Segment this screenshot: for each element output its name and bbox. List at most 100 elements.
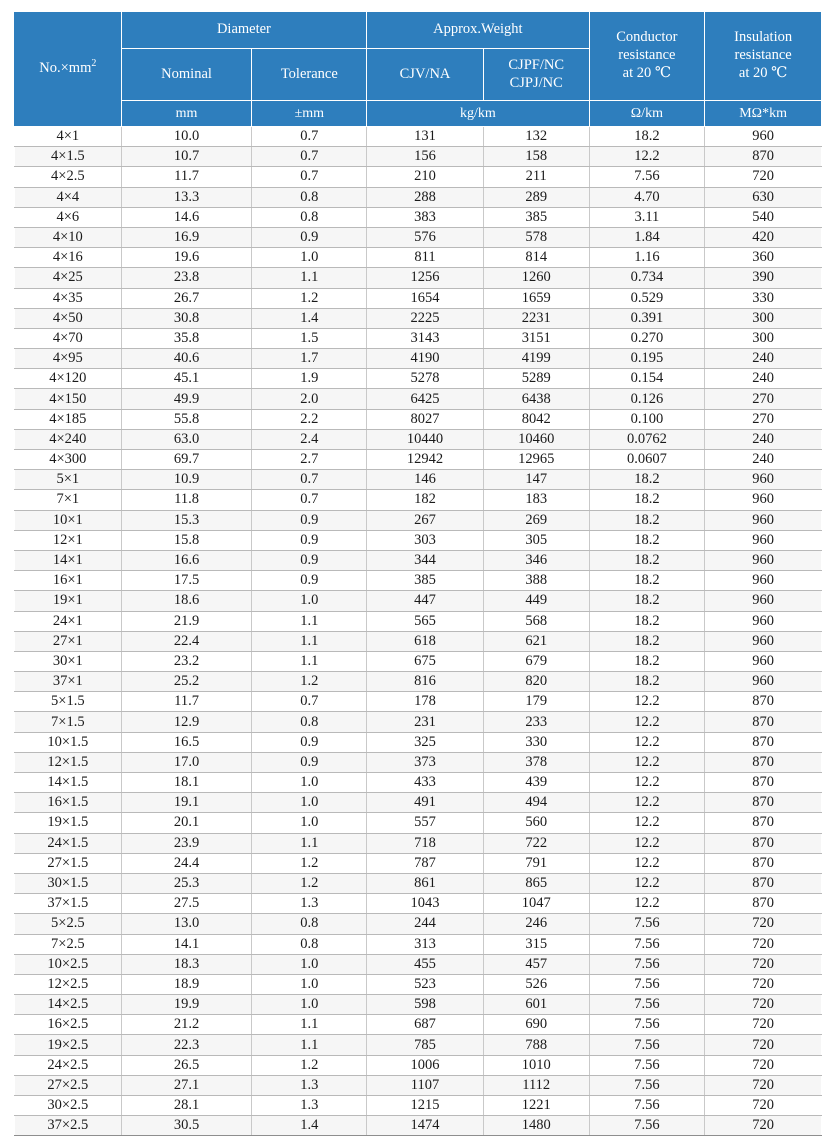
cell-insulation_resistance: 720 (704, 973, 822, 996)
cell-size: 4×120 (14, 368, 122, 390)
cell-conductor_resistance: 1.84 (588, 226, 706, 249)
table-row: 24×1 21.9 1.1 565 568 18.2 960 (14, 610, 822, 632)
cell-conductor_resistance: 0.0762 (588, 428, 706, 451)
cell-tolerance: 1.9 (251, 368, 368, 390)
cell-weight_cjpf: 12965 (482, 448, 590, 471)
cell-weight_cjpf: 183 (482, 489, 590, 511)
cell-tolerance: 0.8 (251, 206, 368, 228)
cell-weight_cjpf: 385 (482, 206, 590, 228)
cell-weight_cjvna: 178 (366, 691, 484, 713)
table-row: 5×1 10.9 0.7 146 147 18.2 960 (14, 469, 822, 491)
cell-conductor_resistance: 12.2 (588, 812, 706, 834)
cell-weight_cjpf: 1221 (482, 1094, 590, 1117)
cell-nominal: 18.9 (120, 973, 253, 996)
cell-tolerance: 1.2 (251, 287, 368, 309)
cell-weight_cjvna: 12942 (366, 448, 484, 471)
cell-size: 24×1 (14, 610, 122, 632)
cell-tolerance: 1.2 (251, 671, 368, 693)
cell-conductor_resistance: 18.2 (588, 549, 706, 572)
cell-nominal: 19.6 (120, 247, 253, 269)
cell-nominal: 35.8 (120, 327, 253, 350)
table-row: 10×1 15.3 0.9 267 269 18.2 960 (14, 509, 822, 531)
table-row: 24×1.5 23.9 1.1 718 722 12.2 870 (14, 832, 822, 854)
cell-insulation_resistance: 240 (704, 348, 822, 370)
cell-conductor_resistance: 18.2 (588, 630, 706, 652)
cell-weight_cjpf: 346 (482, 549, 590, 572)
cell-size: 4×95 (14, 348, 122, 370)
cell-conductor_resistance: 12.2 (588, 751, 706, 774)
cell-size: 5×1.5 (14, 691, 122, 713)
cell-size: 27×1 (14, 630, 122, 652)
table-row: 37×1.5 27.5 1.3 1043 1047 12.2 870 (14, 893, 822, 915)
cell-tolerance: 1.0 (251, 994, 368, 1016)
cell-insulation_resistance: 960 (704, 610, 822, 632)
table-row: 24×2.5 26.5 1.2 1006 1010 7.56 720 (14, 1054, 822, 1076)
cell-size: 4×1 (14, 125, 122, 148)
cell-nominal: 10.7 (120, 146, 253, 168)
cell-size: 4×6 (14, 206, 122, 228)
table-row: 12×1 15.8 0.9 303 305 18.2 960 (14, 529, 822, 551)
cell-tolerance: 1.0 (251, 812, 368, 834)
header-size-superscript: 2 (91, 58, 97, 70)
cell-conductor_resistance: 12.2 (588, 893, 706, 915)
cell-conductor_resistance: 18.2 (588, 529, 706, 551)
cell-nominal: 16.6 (120, 549, 253, 572)
cell-tolerance: 1.1 (251, 1014, 368, 1036)
header-unit-insulation: MΩ*km (704, 100, 822, 127)
cell-insulation_resistance: 240 (704, 428, 822, 451)
cell-weight_cjvna: 861 (366, 872, 484, 895)
header-cell-weight-group: Approx.Weight (366, 11, 590, 49)
cell-nominal: 18.1 (120, 771, 253, 794)
cell-size: 24×2.5 (14, 1054, 122, 1076)
table-row: 19×2.5 22.3 1.1 785 788 7.56 720 (14, 1034, 822, 1056)
cell-conductor_resistance: 18.2 (588, 469, 706, 491)
cell-nominal: 45.1 (120, 368, 253, 390)
cell-weight_cjpf: 1010 (482, 1054, 590, 1076)
table-row: 4×70 35.8 1.5 3143 3151 0.270 300 (14, 327, 822, 350)
cell-tolerance: 1.2 (251, 872, 368, 895)
cell-size: 14×1.5 (14, 771, 122, 794)
cell-insulation_resistance: 870 (704, 711, 822, 733)
cell-insulation_resistance: 720 (704, 953, 822, 975)
cell-weight_cjvna: 383 (366, 206, 484, 228)
cell-weight_cjpf: 722 (482, 832, 590, 854)
cell-weight_cjvna: 576 (366, 226, 484, 249)
cell-weight_cjvna: 811 (366, 247, 484, 269)
cell-weight_cjpf: 621 (482, 630, 590, 652)
cell-nominal: 17.5 (120, 570, 253, 592)
cell-weight_cjpf: 1112 (482, 1074, 590, 1097)
header-unit-nominal: mm (120, 100, 253, 127)
cell-tolerance: 1.3 (251, 1094, 368, 1117)
cell-weight_cjvna: 385 (366, 570, 484, 592)
cell-conductor_resistance: 7.56 (588, 953, 706, 975)
table-row: 4×1.5 10.7 0.7 156 158 12.2 870 (14, 146, 822, 168)
cell-conductor_resistance: 4.70 (588, 186, 706, 208)
cell-conductor_resistance: 18.2 (588, 671, 706, 693)
cell-nominal: 27.1 (120, 1074, 253, 1097)
cell-nominal: 21.9 (120, 610, 253, 632)
cell-insulation_resistance: 870 (704, 852, 822, 874)
cell-weight_cjvna: 1006 (366, 1054, 484, 1076)
cell-weight_cjpf: 5289 (482, 368, 590, 390)
insulation-line-3: at 20 ℃ (738, 64, 788, 81)
cell-insulation_resistance: 420 (704, 226, 822, 249)
cell-size: 4×25 (14, 267, 122, 289)
cell-size: 14×2.5 (14, 994, 122, 1016)
cell-tolerance: 1.0 (251, 792, 368, 814)
cell-tolerance: 0.7 (251, 166, 368, 188)
cell-tolerance: 0.8 (251, 933, 368, 955)
table-row: 4×10 16.9 0.9 576 578 1.84 420 (14, 226, 822, 249)
cell-size: 4×35 (14, 287, 122, 309)
header-cell-size: No.×mm2 (14, 11, 122, 127)
cell-nominal: 11.7 (120, 166, 253, 188)
cell-insulation_resistance: 870 (704, 146, 822, 168)
cell-weight_cjvna: 787 (366, 852, 484, 874)
cell-tolerance: 1.0 (251, 953, 368, 975)
cell-weight_cjvna: 303 (366, 529, 484, 551)
cell-insulation_resistance: 330 (704, 287, 822, 309)
cell-weight_cjpf: 494 (482, 792, 590, 814)
table-row: 12×1.5 17.0 0.9 373 378 12.2 870 (14, 751, 822, 774)
cell-conductor_resistance: 12.2 (588, 731, 706, 753)
conductor-line-2: resistance (618, 47, 676, 64)
cell-weight_cjpf: 568 (482, 610, 590, 632)
